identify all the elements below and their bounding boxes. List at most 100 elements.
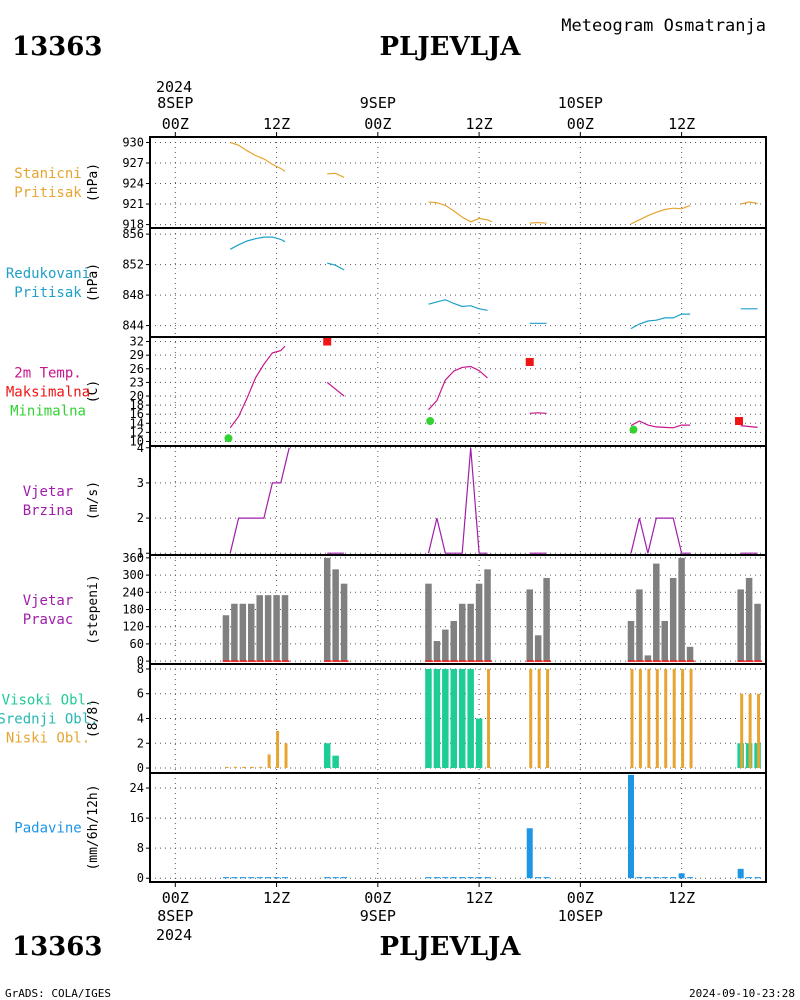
precip-bar	[425, 877, 432, 879]
precip-bar	[661, 877, 668, 879]
y-tick-label: 848	[122, 288, 144, 302]
precip-bar	[636, 877, 643, 879]
cloud-bar	[233, 766, 237, 769]
wind-dir-bar	[636, 589, 643, 662]
cloud-bar	[323, 743, 331, 769]
series-line	[229, 447, 290, 554]
cloud-bar	[672, 668, 676, 769]
precip-bar	[324, 877, 331, 879]
wind-dir-bar	[754, 603, 761, 662]
series-line	[630, 420, 691, 429]
series-line	[327, 262, 345, 271]
series-line	[229, 345, 286, 429]
y-tick-label: 927	[122, 156, 144, 170]
y-tick-label: 4	[137, 712, 144, 726]
unit-label: (C)	[86, 380, 101, 403]
precip-bar	[746, 877, 753, 879]
cloud-bar	[250, 766, 254, 769]
panel-title-line: 2m Temp.	[14, 366, 81, 382]
y-tick-label: 10	[130, 434, 144, 448]
y-tick-label: 8	[137, 841, 144, 855]
y-tick-label: 6	[137, 687, 144, 701]
station-id-top: 13363	[12, 32, 102, 62]
y-tick-label: 14	[130, 416, 144, 430]
cloud-bar	[740, 693, 744, 769]
cloud-bar	[475, 718, 483, 769]
series-line	[428, 365, 488, 411]
y-tick-label: 300	[122, 568, 144, 582]
series-line	[529, 221, 547, 224]
wind-dir-bar	[678, 557, 685, 662]
y-tick-label: 2	[137, 511, 144, 525]
series-line	[230, 141, 286, 172]
wind-dir-bar	[425, 583, 432, 662]
wind-dir-bar	[273, 595, 280, 662]
y-tick-label: 8	[137, 662, 144, 676]
wind-dir-bar	[653, 563, 660, 662]
y-tick-label: 921	[122, 197, 144, 211]
precip-bar	[239, 877, 246, 879]
station-name-top: PLJEVLJA	[380, 32, 522, 62]
x-date-label-top: 8SEP	[157, 94, 193, 112]
wind-dir-bar	[433, 641, 441, 662]
panel-title-line: Redukovani	[6, 266, 90, 282]
tmin-marker	[426, 417, 435, 426]
wind-dir-bar	[332, 569, 339, 662]
wind-dir-bar	[686, 646, 694, 662]
y-tick-label: 180	[122, 603, 144, 617]
cloud-bar	[458, 668, 466, 769]
cloud-bar	[546, 668, 550, 769]
wind-dir-bar	[264, 595, 272, 662]
x-hour-label-top: 12Z	[668, 115, 695, 133]
series-line	[740, 425, 758, 428]
wind-dir-bar	[661, 620, 668, 662]
series-line	[428, 299, 488, 311]
cloud-bar	[689, 668, 693, 769]
series-line	[740, 201, 758, 205]
cloud-bar	[425, 668, 432, 769]
y-tick-label: 930	[122, 135, 144, 149]
y-tick-label: 0	[137, 761, 144, 775]
x-hour-label-top: 00Z	[567, 115, 594, 133]
precip-bar	[450, 877, 457, 879]
plot-area: 918921924927930(hPa)StanicniPritisak8448…	[0, 94, 767, 925]
station-name-bottom: PLJEVLJA	[380, 932, 522, 962]
panel-frame	[149, 772, 767, 883]
x-hour-label-bottom: 00Z	[162, 889, 189, 907]
series-line	[630, 313, 691, 330]
y-tick-label: 918	[122, 218, 144, 232]
panel-precipitation: 0 8 16 24 (mm/6h/12h) Padavine	[14, 772, 767, 885]
precip-bar	[282, 877, 289, 879]
cloud-bar	[664, 668, 668, 769]
footer-left: GrADS: COLA/IGES	[5, 987, 111, 1000]
cloud-bar	[647, 668, 651, 769]
wind-dir-bar	[442, 629, 449, 662]
panel-title-line: Srednji Obl.	[0, 712, 99, 728]
y-tick-label: 0	[137, 654, 144, 668]
wind-dir-bar	[340, 583, 348, 662]
panel-station-pressure: 918 921 924 927 930 (hPa) Stanicni Pritisak	[14, 135, 767, 232]
footer-right: 2024-09-10-23:28	[689, 987, 795, 1000]
panel-title-line: Vjetar	[23, 484, 74, 500]
cloud-bar	[284, 743, 288, 769]
series-line	[428, 201, 493, 223]
x-hour-label-bottom: 00Z	[567, 889, 594, 907]
y-tick-label: 844	[122, 319, 144, 333]
precip-bar	[433, 877, 440, 879]
precip-bar	[476, 877, 483, 879]
tmin-marker	[224, 434, 233, 443]
cloud-bar	[757, 693, 761, 769]
panel-title-line: Pritisak	[14, 185, 82, 201]
precip-bar	[526, 828, 533, 879]
y-tick-label: 856	[122, 227, 144, 241]
y-tick-label: 2	[137, 736, 144, 750]
wind-dir-bar	[450, 620, 458, 662]
x-date-label-bottom: 10SEP	[558, 907, 603, 925]
precip-bar	[754, 877, 761, 879]
y-tick-label: 60	[130, 637, 144, 651]
x-date-label-bottom: 8SEP	[157, 907, 193, 925]
panel-title-line: Maksimalna	[6, 385, 90, 401]
x-hour-label-bottom: 00Z	[364, 889, 391, 907]
y-tick-label: 32	[130, 335, 144, 349]
y-tick-label: 18	[130, 398, 144, 412]
